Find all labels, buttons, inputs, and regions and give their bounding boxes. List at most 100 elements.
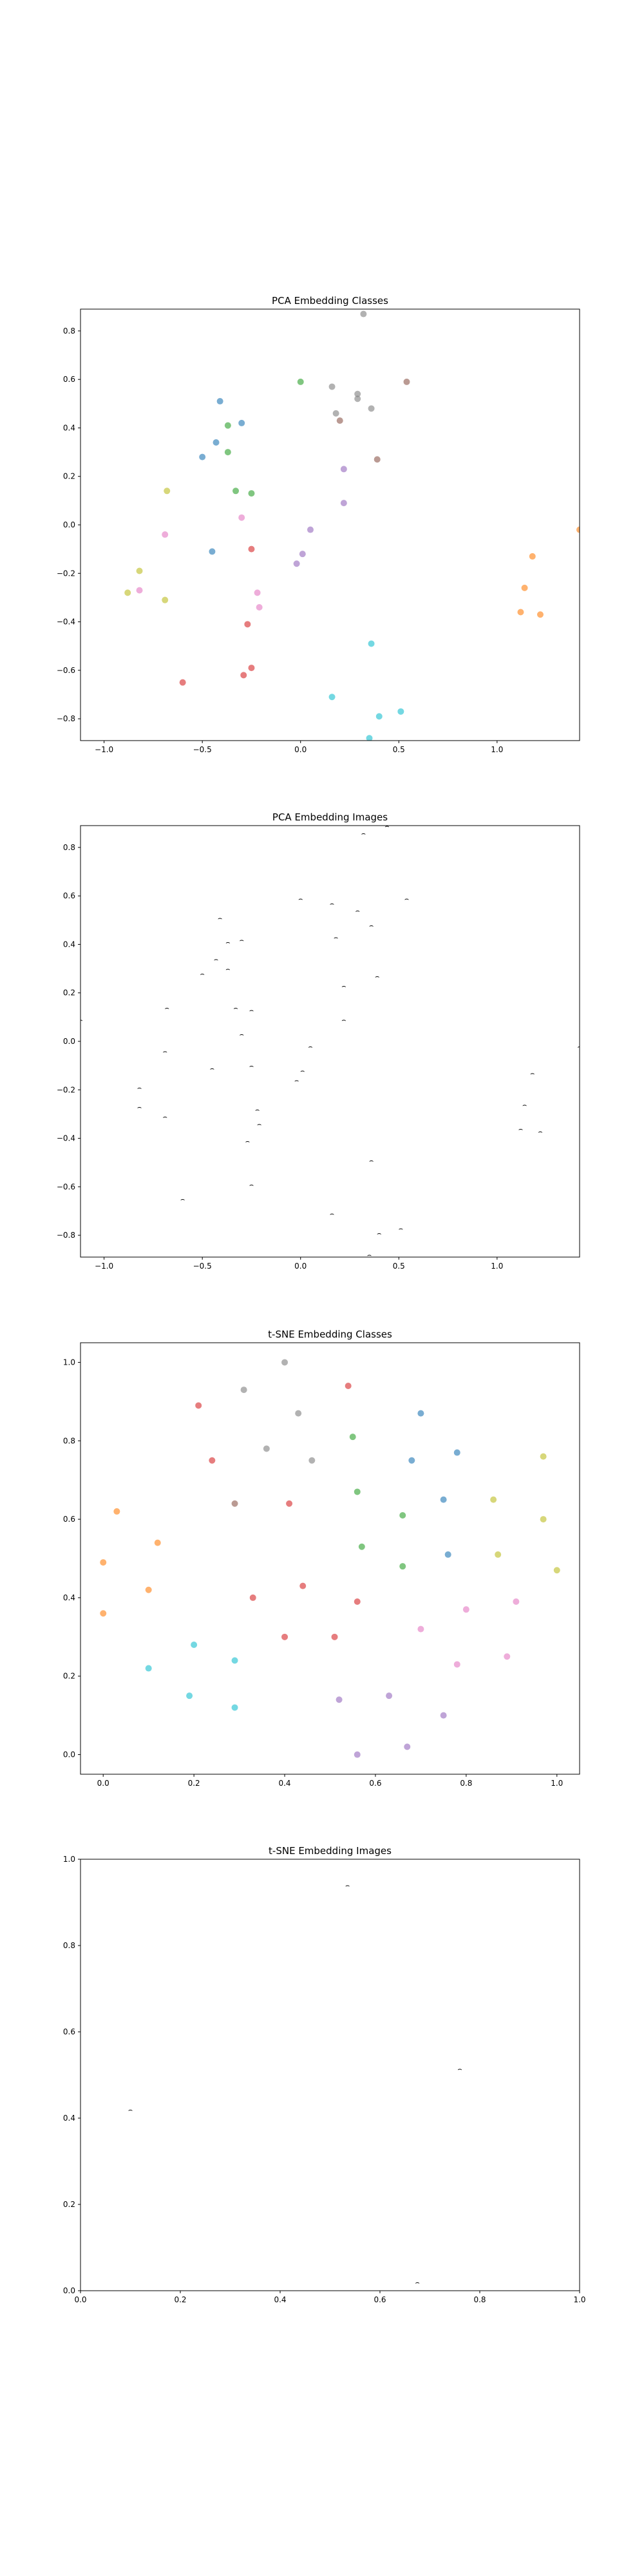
x-tick-label: 1.0 xyxy=(573,2295,585,2304)
scatter-point xyxy=(540,1516,547,1523)
image-thumbnail-mark: ⌢ xyxy=(245,1137,250,1145)
scatter-point xyxy=(408,1457,415,1464)
scatter-point xyxy=(453,1661,460,1668)
scatter-point xyxy=(517,609,524,616)
image-thumbnail-mark: ⌢ xyxy=(294,1076,299,1084)
y-tick-label: −0.8 xyxy=(57,714,75,723)
image-thumbnail-mark: ⌢ xyxy=(367,1251,372,1259)
image-thumbnail-mark: ⌢ xyxy=(404,895,409,903)
x-tick-label: −0.5 xyxy=(193,745,212,754)
scatter-point xyxy=(240,1387,247,1394)
y-tick-label: 0.4 xyxy=(63,423,75,432)
scatter-point xyxy=(354,1598,361,1605)
y-tick-label: 1.0 xyxy=(63,1855,75,1864)
scatter-point xyxy=(375,713,383,720)
y-tick-label: −0.8 xyxy=(57,1231,75,1240)
scatter-point xyxy=(154,1539,161,1546)
plot-area xyxy=(124,310,580,741)
image-thumbnail-mark: ⌢ xyxy=(300,1066,305,1075)
scatter-point xyxy=(286,1500,293,1507)
image-thumbnail-mark: ⌢ xyxy=(200,970,205,978)
y-tick-label: 0.2 xyxy=(63,472,75,481)
scatter-point xyxy=(308,1457,316,1464)
image-thumbnail-mark: ⌢ xyxy=(522,1101,527,1109)
image-thumbnail-mark: ⌢ xyxy=(225,965,230,973)
scatter-point xyxy=(540,1453,547,1460)
chart-4: t-SNE Embedding Images ⌢ ⌢ ⌢ ⌢ 0.0 0.2 0.4 0.6 0.… xyxy=(63,1845,586,2304)
scatter-point xyxy=(249,1594,256,1601)
scatter-point xyxy=(295,1410,302,1417)
image-thumbnail-mark: ⌢ xyxy=(577,1043,582,1051)
y-tick-label: −0.2 xyxy=(57,569,75,578)
image-thumbnail-mark: ⌢ xyxy=(233,1003,238,1012)
scatter-point xyxy=(354,390,361,397)
y-tick-label: 0.6 xyxy=(63,1515,75,1524)
scatter-point xyxy=(113,1508,120,1515)
x-tick-label: 0.6 xyxy=(374,2295,386,2304)
x-tick-label: −1.0 xyxy=(95,745,113,754)
image-thumbnail-mark: ⌢ xyxy=(399,1224,403,1233)
y-tick-label: 0.8 xyxy=(63,843,75,852)
image-thumbnail-mark: ⌢ xyxy=(137,1103,142,1112)
scatter-point xyxy=(354,1488,361,1495)
scatter-point xyxy=(576,526,580,533)
chart-1: PCA Embedding Classes −1.0 −0.5 0.0 0.5 1.0 −0… xyxy=(57,295,580,754)
plot-area xyxy=(100,1359,560,1758)
image-thumbnail-mark: ⌢ xyxy=(369,1156,374,1164)
image-thumbnail-mark: ⌢ xyxy=(78,1016,82,1024)
image-thumbnail-mark: ⌢ xyxy=(257,1120,261,1128)
scatter-point xyxy=(336,1696,343,1703)
y-tick-label: −0.2 xyxy=(57,1085,75,1094)
x-tick-label: 0.0 xyxy=(294,745,307,754)
scatter-point xyxy=(164,488,171,495)
scatter-point xyxy=(179,679,186,686)
y-tick-label: 0.8 xyxy=(63,327,75,336)
y-tick-label: 0.2 xyxy=(63,1672,75,1681)
y-tick-label: 0.4 xyxy=(63,1593,75,1602)
image-thumbnail-mark: ⌢ xyxy=(298,895,303,903)
scatter-point xyxy=(248,490,255,497)
scatter-point xyxy=(354,1751,361,1758)
scatter-point xyxy=(349,1434,356,1441)
image-thumbnail-mark: ⌢ xyxy=(255,1105,260,1113)
scatter-point xyxy=(328,694,336,701)
y-tick-label: 0.8 xyxy=(63,1436,75,1445)
image-thumbnail-mark: ⌢ xyxy=(128,2106,133,2114)
scatter-point xyxy=(186,1692,193,1700)
x-tick-label: 0.5 xyxy=(393,1262,405,1271)
y-tick-label: 0.2 xyxy=(63,2200,75,2209)
scatter-point xyxy=(136,587,143,594)
image-thumbnail-mark: ⌢ xyxy=(375,972,379,980)
scatter-point xyxy=(216,398,223,405)
scatter-point xyxy=(100,1610,107,1617)
scatter-point xyxy=(299,551,306,558)
x-tick-label: 0.0 xyxy=(74,2295,86,2304)
scatter-point xyxy=(231,1657,238,1664)
x-tick-label: 0.4 xyxy=(278,1779,290,1788)
y-tick-label: 0.2 xyxy=(63,989,75,998)
scatter-point xyxy=(293,560,300,567)
scatter-point xyxy=(340,500,347,507)
scatter-point xyxy=(100,1559,107,1566)
scatter-point xyxy=(331,1633,338,1640)
axes-frame xyxy=(80,1859,580,2291)
scatter-point xyxy=(209,1457,216,1464)
chart-title: t-SNE Embedding Classes xyxy=(268,1329,392,1340)
scatter-point xyxy=(368,640,375,647)
scatter-point xyxy=(397,708,404,715)
scatter-point xyxy=(444,1551,451,1558)
scatter-point xyxy=(462,1606,469,1613)
plot-area: ⌢⌢⌢⌢⌢⌢⌢⌢⌢⌢⌢ ⌢⌢⌢⌢⌢⌢ ⌢ ⌢⌢⌢⌢⌢⌢⌢⌢ ⌢⌢⌢⌢⌢⌢⌢ ⌢⌢⌢⌢ ⌢⌢⌢… xyxy=(78,826,582,1259)
scatter-point xyxy=(238,419,245,426)
scatter-point xyxy=(191,1642,198,1648)
axes-frame xyxy=(80,308,580,741)
scatter-point xyxy=(453,1449,460,1456)
scatter-point xyxy=(336,417,343,424)
scatter-point xyxy=(417,1410,424,1417)
y-tick-label: 0.6 xyxy=(63,2027,75,2036)
image-thumbnail-mark: ⌢ xyxy=(163,1113,167,1121)
x-tick-label: 0.6 xyxy=(369,1779,381,1788)
scatter-point xyxy=(368,405,375,412)
scatter-point xyxy=(440,1496,447,1503)
scatter-point xyxy=(136,567,143,574)
